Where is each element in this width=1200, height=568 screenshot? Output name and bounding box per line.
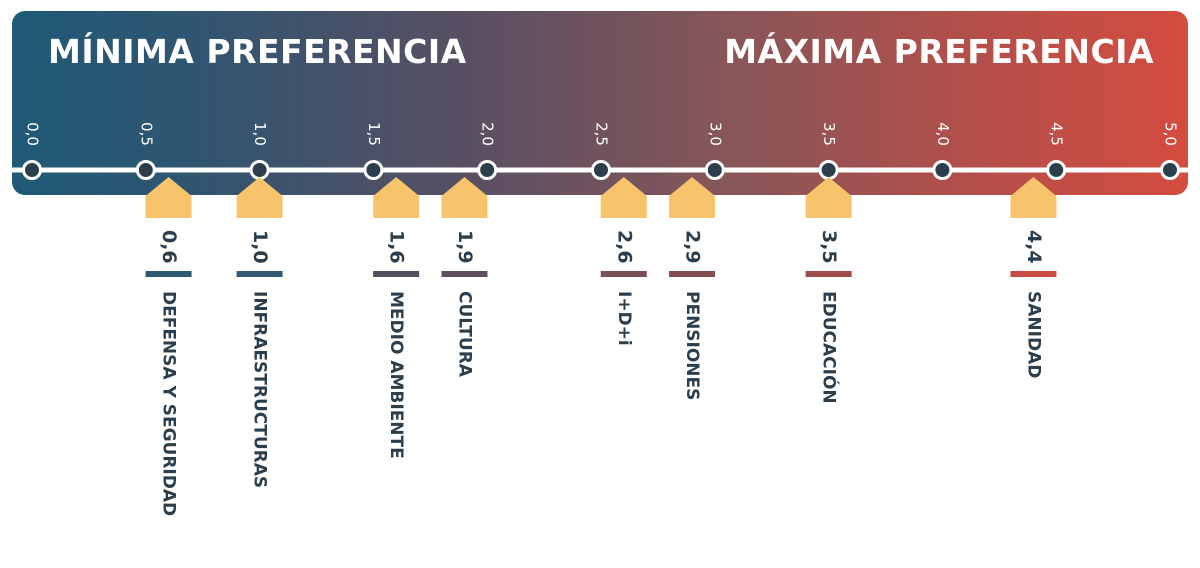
tick-label: 1,5: [365, 122, 383, 146]
category-label: MEDIO AMBIENTE: [386, 291, 406, 459]
tick-dot: [591, 160, 611, 180]
min-preference-title: MÍNIMA PREFERENCIA: [48, 32, 467, 71]
tick-label: 1,0: [251, 122, 269, 146]
tick-label: 3,5: [820, 122, 838, 146]
category-label: INFRAESTRUCTURAS: [250, 291, 270, 488]
tick-dot: [1160, 160, 1180, 180]
value-label: 0,6: [158, 230, 180, 264]
category-bar: [669, 271, 716, 277]
value-marker: [145, 177, 192, 218]
value-label: 1,6: [386, 230, 408, 264]
tick-dot: [704, 160, 725, 180]
category-bar: [441, 271, 488, 277]
value-marker: [669, 177, 716, 218]
tick-dot: [932, 160, 953, 180]
category-bar: [1010, 271, 1057, 277]
category-bar: [805, 271, 852, 277]
tick-label: 3,0: [706, 122, 724, 146]
tick-dot: [22, 160, 42, 180]
value-label: 3,5: [818, 230, 840, 264]
category-bar: [236, 271, 283, 277]
category-label: SANIDAD: [1023, 291, 1043, 378]
tick-label: 2,5: [593, 122, 611, 146]
tick-dot: [363, 160, 384, 180]
tick-dot: [1046, 160, 1067, 180]
tick-label: 4,0: [934, 122, 952, 146]
value-label: 2,6: [613, 230, 635, 264]
category-bar: [373, 271, 420, 277]
tick-dot: [818, 160, 839, 180]
tick-label: 5,0: [1162, 122, 1180, 146]
value-label: 2,9: [682, 230, 704, 264]
max-preference-title: MÁXIMA PREFERENCIA: [724, 32, 1154, 71]
category-label: CULTURA: [454, 291, 474, 378]
category-label: PENSIONES: [682, 291, 702, 400]
value-marker: [373, 177, 420, 218]
category-label: DEFENSA Y SEGURIDAD: [159, 291, 179, 516]
value-label: 1,9: [454, 230, 476, 264]
category-bar: [600, 271, 647, 277]
tick-dot: [135, 160, 156, 180]
category-label: EDUCACIÓN: [819, 291, 841, 404]
value-marker: [600, 177, 647, 218]
value-label: 1,0: [249, 230, 271, 264]
category-bar: [145, 271, 192, 277]
tick-label: 0,5: [137, 122, 155, 146]
category-label: I+D+i: [614, 291, 634, 346]
tick-dot: [477, 160, 498, 180]
tick-label: 0,0: [24, 122, 42, 146]
tick-label: 4,5: [1048, 122, 1066, 146]
value-marker: [805, 177, 852, 218]
value-marker: [1010, 177, 1057, 218]
tick-label: 2,0: [479, 122, 497, 146]
value-marker: [441, 177, 488, 218]
tick-dot: [249, 160, 270, 180]
value-marker: [236, 177, 283, 218]
value-label: 4,4: [1023, 230, 1045, 264]
